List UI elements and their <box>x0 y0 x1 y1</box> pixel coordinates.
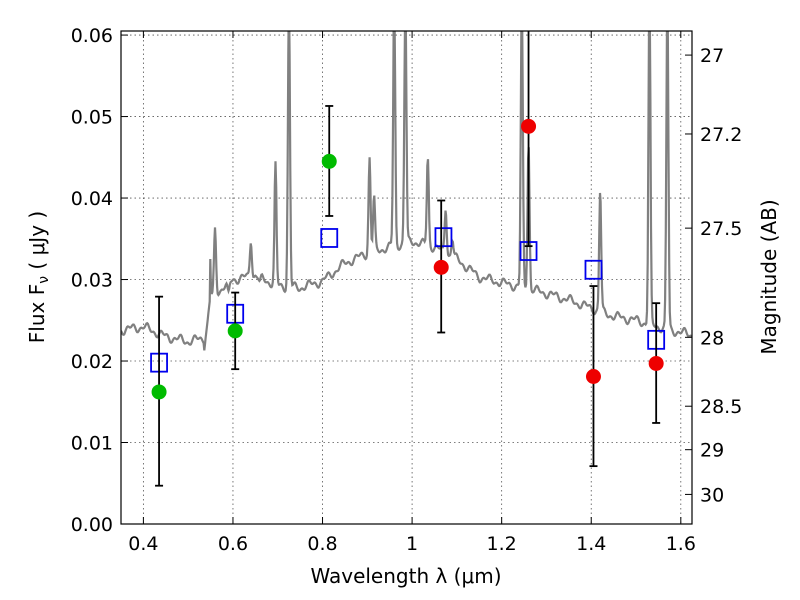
x-tick-label: 0.4 <box>128 533 158 555</box>
observed-green-point <box>227 323 243 339</box>
observed-red-point <box>433 259 449 275</box>
y-axis-label-main: Flux F <box>25 284 49 343</box>
x-tick-label: 1.4 <box>576 533 606 555</box>
observed-red-point <box>648 355 664 371</box>
observed-green-point <box>321 153 337 169</box>
observed-red-point <box>585 369 601 385</box>
x-tick-label: 1.2 <box>487 533 517 555</box>
y-tick-label: 0.04 <box>71 188 113 210</box>
observed-red-point <box>521 118 537 134</box>
y-axis-label: Flux Fν ( μJy ) <box>25 211 52 343</box>
right-axis-tick-label: 29 <box>700 440 724 462</box>
plot-area <box>121 31 692 487</box>
x-tick-label: 1 <box>406 533 418 555</box>
y-tick-label: 0.02 <box>71 351 113 373</box>
y-axis-label-subscript: ν <box>36 276 52 284</box>
right-axis-label: Magnitude (AB) <box>757 199 781 354</box>
right-axis-tick-label: 27 <box>700 45 724 67</box>
y-tick-label: 0.05 <box>71 107 113 129</box>
observed-green-point <box>151 384 167 400</box>
right-axis-tick-label: 27.5 <box>700 218 742 240</box>
plot-frame <box>120 30 693 525</box>
model-photometry-marker <box>320 228 339 248</box>
x-axis-label: Wavelength λ (μm) <box>310 564 501 588</box>
model-photometry-marker <box>584 259 603 280</box>
y-tick-label: 0.00 <box>71 514 113 536</box>
right-axis-tick-label: 30 <box>700 484 724 506</box>
right-axis-tick-label: 28.5 <box>700 396 742 418</box>
y-tick-label: 0.01 <box>71 433 113 455</box>
x-tick-label: 0.6 <box>218 533 248 555</box>
y-tick-label: 0.03 <box>71 270 113 292</box>
x-tick-label: 1.6 <box>666 533 696 555</box>
right-axis-tick-label: 28 <box>700 327 724 349</box>
model-photometry-marker <box>434 227 453 248</box>
y-tick-label: 0.06 <box>71 25 113 47</box>
right-axis-tick-label: 27.2 <box>700 124 742 146</box>
x-tick-label: 0.8 <box>307 533 337 555</box>
model-spectrum-line <box>121 31 692 351</box>
axes: 0.4 0.6 0.8 1 1.2 1.4 1.6 0.00 0.01 0.02 0.03 0.04 0… <box>71 25 743 555</box>
y-axis-label-unit: ( μJy ) <box>25 211 49 276</box>
